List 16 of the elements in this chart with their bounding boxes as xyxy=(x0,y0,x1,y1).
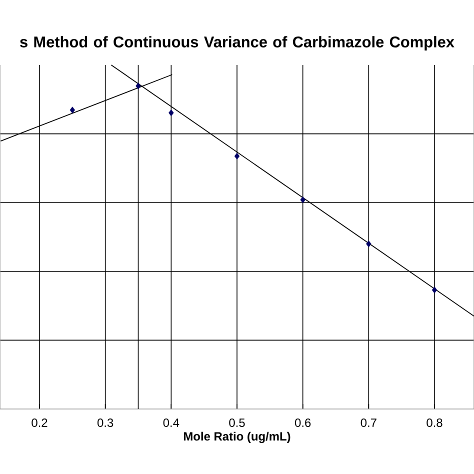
x-tick-label: 0.2 xyxy=(32,418,48,427)
x-axis-title: Mole Ratio (ug/mL) xyxy=(184,432,290,444)
x-tick-label: 0.4 xyxy=(163,418,180,427)
point xyxy=(234,152,240,160)
chart-title: s Method of Continuous Variance of Carbimazole Complex xyxy=(20,36,454,50)
point xyxy=(136,82,141,90)
point xyxy=(432,286,438,294)
point xyxy=(300,196,306,204)
x-tick-label: 0.5 xyxy=(229,418,245,427)
point xyxy=(366,240,372,248)
x-tick-label: 0.3 xyxy=(97,418,114,427)
point xyxy=(70,106,76,114)
x-tick-label: 0.7 xyxy=(360,418,376,427)
point xyxy=(168,109,174,116)
x-tick-label: 0.6 xyxy=(294,418,311,427)
x-tick-label: 0.8 xyxy=(426,418,442,427)
